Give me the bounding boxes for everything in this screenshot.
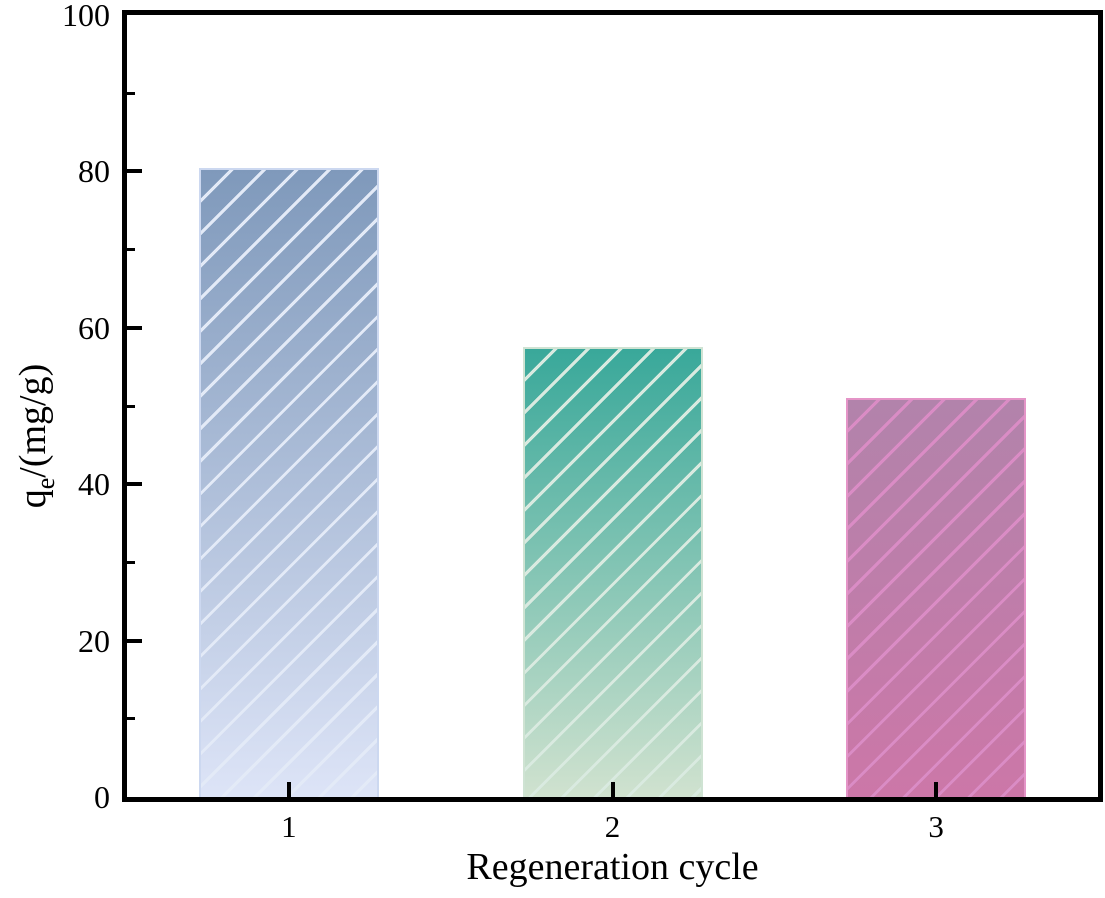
y-major-tick (127, 325, 142, 330)
x-tick-label: 3 (928, 809, 944, 844)
y-minor-tick (127, 248, 135, 252)
y-tick-label: 60 (78, 309, 110, 346)
x-tick-label: 1 (281, 809, 297, 844)
y-tick-label: 40 (78, 466, 110, 503)
y-major-tick (127, 638, 142, 643)
x-major-tick (286, 782, 291, 797)
y-major-tick (127, 169, 142, 174)
plot-area (122, 10, 1103, 802)
y-tick-label: 20 (78, 622, 110, 659)
y-axis-title-units: /(mg/g) (12, 363, 55, 478)
bar-cycle-2 (522, 347, 703, 797)
x-axis-title: Regeneration cycle (466, 846, 759, 888)
bar-cycle-3 (846, 398, 1027, 797)
y-tick-label: 100 (62, 0, 110, 33)
bar-cycle-1 (198, 167, 379, 797)
y-minor-tick (127, 404, 135, 408)
y-tick-label: 80 (78, 153, 110, 190)
y-minor-tick (127, 717, 135, 721)
x-major-tick (610, 782, 615, 797)
y-major-tick (127, 482, 142, 487)
y-minor-tick (127, 91, 135, 95)
y-minor-tick (127, 560, 135, 564)
x-major-tick (934, 782, 939, 797)
y-tick-label: 0 (94, 779, 110, 815)
x-tick-label: 2 (604, 809, 621, 844)
